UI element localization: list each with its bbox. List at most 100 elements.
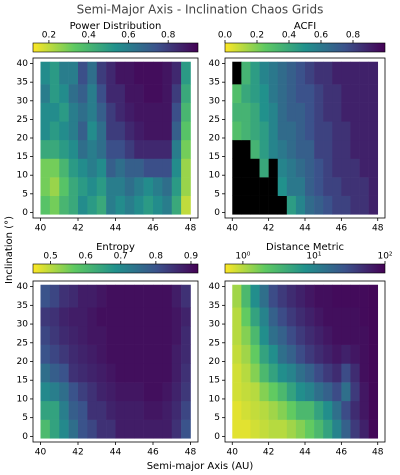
heatmap-cell xyxy=(153,344,163,364)
heatmap-cell xyxy=(295,363,306,383)
heatmap-cell xyxy=(143,84,154,103)
heatmap-cell xyxy=(259,325,269,345)
colorbar xyxy=(32,263,199,274)
heatmap-cell xyxy=(359,102,369,122)
heatmap-cell xyxy=(332,139,342,159)
heatmap-cell xyxy=(78,61,88,85)
heatmap-cell xyxy=(162,284,173,308)
y-tick-label: 30 xyxy=(209,96,221,106)
heatmap-cell xyxy=(323,419,333,439)
heatmap-cell xyxy=(368,177,379,196)
heatmap-cell xyxy=(323,84,333,103)
heatmap-cell xyxy=(359,61,369,85)
heatmap-cell xyxy=(96,400,107,420)
y-tick-label: 20 xyxy=(17,134,29,144)
heatmap-cell xyxy=(96,307,107,327)
heatmap-cell xyxy=(250,121,260,141)
heatmap-cell xyxy=(78,400,88,420)
heatmap-cell xyxy=(181,177,191,196)
heatmap-cell xyxy=(323,400,333,420)
heatmap-cell xyxy=(171,382,182,402)
heatmap-cell xyxy=(268,344,279,364)
heatmap-cell xyxy=(314,195,324,215)
heatmap-cell xyxy=(323,363,333,383)
heatmap-cell xyxy=(134,382,144,402)
heatmap-cell xyxy=(286,195,297,215)
heatmap-cell xyxy=(106,382,116,402)
heatmap-cell xyxy=(232,177,242,196)
heatmap-cell xyxy=(124,419,135,439)
heatmap-cell xyxy=(124,325,135,345)
y-tick-label: 25 xyxy=(209,338,220,348)
heatmap-cell xyxy=(143,284,154,308)
heatmap-cell xyxy=(115,195,126,215)
heatmap-cell xyxy=(341,158,351,178)
heatmap-cell xyxy=(259,284,269,308)
heatmap-cell xyxy=(277,139,288,159)
heatmap-cell xyxy=(314,400,324,420)
x-tick-label: 44 xyxy=(299,224,311,234)
figure-title: Semi-Major Axis - Inclination Chaos Grid… xyxy=(77,3,324,17)
y-tick-label: 15 xyxy=(17,376,28,386)
heatmap-cell xyxy=(286,344,297,364)
heatmap-cell xyxy=(341,195,351,215)
heatmap-cell xyxy=(323,344,333,364)
heatmap-cell xyxy=(295,158,306,178)
heatmap-cell xyxy=(277,344,288,364)
heatmap-cell xyxy=(171,84,182,103)
heatmap-cell xyxy=(87,177,98,196)
heatmap-cell xyxy=(314,121,324,141)
heatmap-cell xyxy=(359,121,369,141)
heatmap-cell xyxy=(305,158,315,178)
heatmap-cell xyxy=(341,121,351,141)
heatmap-cell xyxy=(59,139,69,159)
heatmap-cell xyxy=(323,121,333,141)
heatmap-cell xyxy=(40,195,51,215)
heatmap-cell xyxy=(96,344,107,364)
heatmap-cell xyxy=(259,419,269,439)
heatmap-cell xyxy=(115,344,126,364)
heatmap-cell xyxy=(181,61,191,85)
heatmap-cell xyxy=(305,419,315,439)
heatmap-cell xyxy=(350,84,360,103)
heatmap-cell xyxy=(241,382,251,402)
heatmap-cell xyxy=(171,344,182,364)
x-tick-label: 46 xyxy=(336,448,348,458)
heatmap-cell xyxy=(49,102,60,122)
heatmap-cell xyxy=(368,400,379,420)
heatmap-cell xyxy=(134,344,144,364)
heatmap-cell xyxy=(171,177,182,196)
heatmap-cell xyxy=(286,84,297,103)
y-tick-label: 35 xyxy=(209,78,220,88)
heatmap-cell xyxy=(87,158,98,178)
heatmap-cell xyxy=(241,84,251,103)
heatmap-cell xyxy=(295,102,306,122)
heatmap-cell xyxy=(241,363,251,383)
heatmap-cell xyxy=(259,158,269,178)
heatmap-cell xyxy=(250,363,260,383)
heatmap-cell xyxy=(106,284,116,308)
heatmap-cell xyxy=(241,102,251,122)
heatmap-cell xyxy=(341,61,351,85)
heatmap-cell xyxy=(124,121,135,141)
colorbar-tick-label: 0.9 xyxy=(184,252,199,262)
heatmap-cell xyxy=(295,307,306,327)
heatmap-cell xyxy=(341,284,351,308)
heatmap-cell xyxy=(162,307,173,327)
heatmap-cell xyxy=(332,121,342,141)
heatmap-cell xyxy=(124,284,135,308)
heatmap-cell xyxy=(332,102,342,122)
heatmap-cell xyxy=(359,325,369,345)
heatmap-cell xyxy=(162,419,173,439)
heatmap-cell xyxy=(232,284,242,308)
heatmap-cell xyxy=(171,121,182,141)
heatmap-cell xyxy=(295,284,306,308)
heatmap-cell xyxy=(87,121,98,141)
x-tick-label: 42 xyxy=(72,448,83,458)
x-tick-label: 44 xyxy=(110,448,122,458)
heatmap-cell xyxy=(40,84,51,103)
heatmap-cell xyxy=(350,363,360,383)
heatmap-cell xyxy=(106,177,116,196)
heatmap-cell xyxy=(68,307,79,327)
y-tick-label: 15 xyxy=(17,152,28,162)
